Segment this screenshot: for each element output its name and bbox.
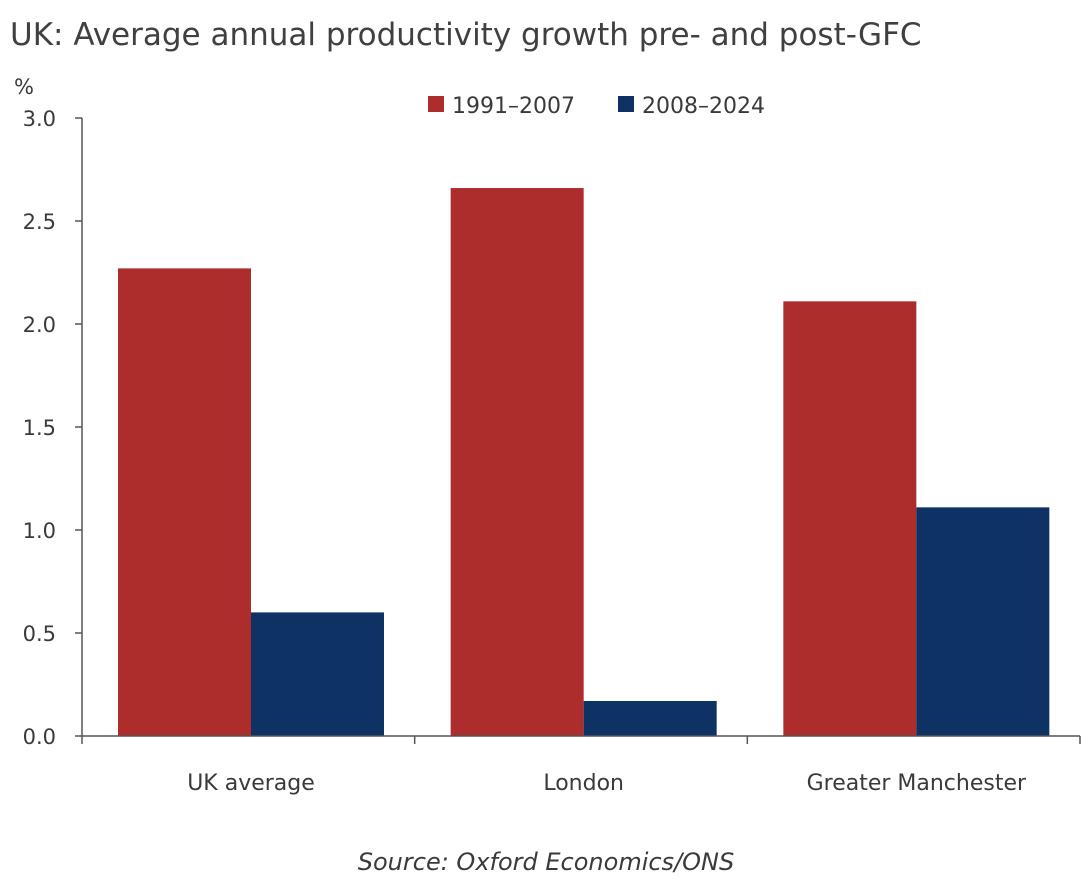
legend-label-0: 1991–2007 (452, 94, 575, 119)
x-category-label: Greater Manchester (807, 771, 1027, 796)
bar-post-gfc (583, 700, 717, 736)
legend: 1991–2007 2008–2024 (428, 94, 765, 119)
y-axis-label: % (14, 75, 34, 99)
y-tick-label: 1.5 (23, 416, 56, 440)
y-tick-label: 0.5 (23, 622, 56, 646)
bar-pre-gfc (450, 188, 584, 737)
y-tick-label: 1.0 (23, 519, 56, 543)
source-note: Source: Oxford Economics/ONS (358, 848, 734, 876)
legend-swatch-1 (618, 96, 634, 112)
chart-title: UK: Average annual productivity growth p… (10, 17, 922, 53)
legend-swatch-0 (428, 96, 444, 112)
x-category-label: London (543, 771, 624, 796)
bar-pre-gfc (118, 268, 251, 736)
legend-label-1: 2008–2024 (642, 94, 765, 119)
x-category-label: UK average (187, 771, 315, 796)
y-tick-label: 2.5 (23, 210, 56, 234)
y-tick-label: 3.0 (23, 107, 56, 131)
bar-post-gfc (916, 507, 1050, 736)
bar-post-gfc (251, 612, 384, 736)
y-tick-label: 2.0 (23, 313, 56, 337)
y-tick-label: 0.0 (23, 725, 56, 749)
bar-pre-gfc (783, 301, 917, 736)
